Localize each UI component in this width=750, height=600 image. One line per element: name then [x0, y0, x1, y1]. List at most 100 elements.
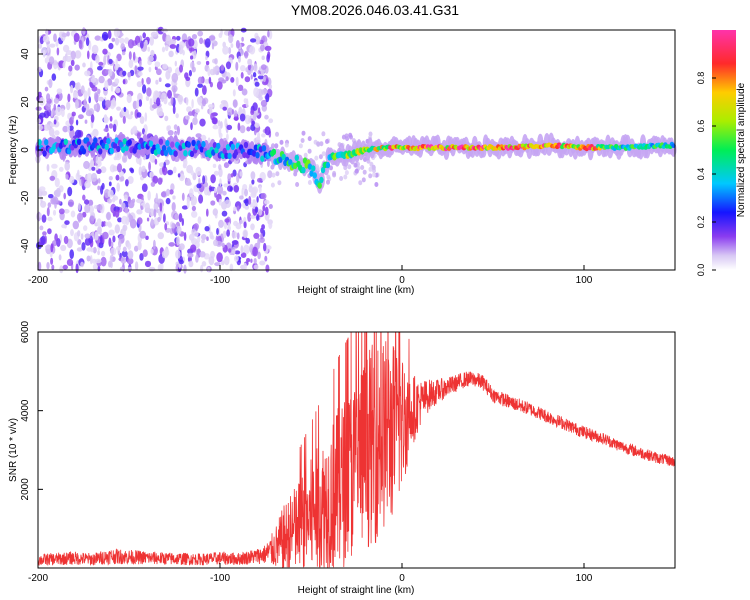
spectrogram-noise-speckle — [126, 257, 134, 265]
spectrogram-noise-speckle — [316, 141, 321, 147]
spectrogram-noise-speckle — [38, 124, 43, 131]
spectrogram-ridge-mark — [98, 148, 103, 155]
spectrogram-noise-speckle — [198, 194, 204, 204]
spectrogram-noise-speckle — [244, 204, 250, 210]
spectrogram-noise-speckle — [260, 192, 267, 200]
spectrogram-noise-speckle — [247, 69, 252, 76]
snr-x-tick-label: -200 — [28, 573, 48, 584]
spectrogram-noise-speckle — [56, 47, 60, 56]
spectrogram-noise-speckle — [246, 258, 251, 263]
spectrogram-noise-speckle — [262, 75, 267, 83]
spectrogram-ridge-mark — [243, 141, 249, 149]
spectrogram-noise-speckle — [257, 75, 264, 80]
spectrogram-noise-speckle — [229, 186, 233, 192]
spectrogram-noise-speckle — [268, 204, 273, 209]
spectrogram-noise-speckle — [162, 63, 168, 70]
spectrogram-noise-speckle — [81, 176, 84, 187]
spectrogram-noise-speckle — [162, 166, 165, 173]
spectrogram-noise-speckle — [84, 237, 91, 246]
spectrogram-noise-speckle — [106, 211, 111, 221]
spectrogram-noise-speckle — [219, 178, 222, 187]
spectrogram-noise-speckle — [301, 130, 306, 136]
spectrogram-noise-speckle — [153, 239, 156, 250]
spectrogram-noise-speckle — [253, 87, 259, 97]
spectrogram-ridge-mark — [319, 176, 324, 184]
spectrogram-noise-speckle — [53, 59, 58, 70]
spectrogram-noise-speckle — [362, 169, 367, 175]
spectrogram-noise-speckle — [253, 63, 258, 73]
spectrogram-noise-speckle — [120, 202, 126, 210]
spectrogram-noise-speckle — [274, 143, 279, 149]
spectrogram-noise-speckle — [105, 221, 108, 227]
spectrogram-noise-speckle — [250, 38, 257, 43]
spectrogram-ridge-mark — [302, 157, 308, 164]
spectrogram-noise-speckle — [60, 244, 67, 252]
spectrogram-noise-speckle — [115, 57, 118, 67]
spectrogram-noise-speckle — [187, 252, 194, 258]
spectrogram-ridge-mark — [116, 145, 121, 153]
spectrogram-ridge-mark — [148, 140, 154, 147]
spectrogram-noise-speckle — [268, 84, 273, 90]
spectrogram-y-tick-label: 0 — [20, 147, 31, 153]
spectrogram-noise-speckle — [75, 263, 79, 274]
spectrogram-noise-speckle — [233, 185, 240, 193]
spectrogram-noise-speckle — [343, 174, 348, 180]
spectrogram-noise-speckle — [123, 194, 128, 200]
spectrogram-noise-speckle — [120, 43, 125, 50]
spectrogram-noise-speckle — [368, 173, 373, 179]
spectrogram-noise-speckle — [213, 188, 217, 194]
spectrogram-noise-speckle — [253, 258, 257, 265]
spectrogram-noise-speckle — [239, 113, 246, 122]
spectrogram-noise-speckle — [279, 139, 284, 145]
spectrogram-noise-speckle — [114, 78, 120, 85]
spectrogram-noise-speckle — [258, 95, 263, 101]
spectrogram-ridge-mark — [253, 144, 259, 151]
spectrogram-noise-speckle — [145, 235, 149, 240]
spectrogram-noise-speckle — [94, 35, 102, 41]
spectrogram-noise-speckle — [208, 35, 216, 41]
spectrogram-noise-speckle — [91, 86, 98, 92]
spectrogram-noise-speckle — [74, 82, 79, 90]
spectrogram-noise-speckle — [167, 130, 174, 136]
spectrogram-noise-speckle — [83, 225, 88, 232]
spectrogram-noise-speckle — [218, 132, 223, 139]
spectrogram-noise-speckle — [50, 110, 54, 117]
spectrogram-noise-speckle — [169, 189, 174, 195]
spectrogram-noise-speckle — [172, 195, 176, 200]
spectrogram-noise-speckle — [179, 243, 185, 251]
spectrogram-noise-speckle — [186, 198, 190, 209]
spectrogram-noise-speckle — [250, 171, 256, 180]
spectrogram-noise-speckle — [90, 159, 94, 167]
spectrogram-noise-speckle — [137, 66, 144, 71]
spectrogram-noise-speckle — [113, 156, 118, 161]
spectrogram-noise-speckle — [47, 228, 52, 235]
spectrogram-noise-speckle — [191, 210, 198, 218]
spectrogram-noise-speckle — [52, 209, 57, 216]
spectrogram-ridge-mark — [114, 137, 119, 144]
spectrogram-noise-speckle — [307, 136, 312, 142]
spectrogram-noise-speckle — [89, 255, 93, 265]
spectrogram-noise-speckle — [148, 266, 156, 272]
spectrogram-noise-speckle — [188, 47, 196, 52]
spectrogram-x-tick-label: 100 — [576, 275, 593, 286]
spectrogram-noise-speckle — [127, 250, 134, 260]
spectrogram-ridge-mark — [212, 142, 218, 149]
spectrogram-noise-speckle — [124, 37, 130, 44]
spectrogram-noise-speckle — [164, 83, 171, 88]
spectrogram-noise-speckle — [154, 61, 161, 68]
spectrogram-noise-speckle — [159, 202, 163, 212]
spectrogram-noise-speckle — [195, 254, 199, 263]
spectrogram-noise-speckle — [173, 124, 178, 130]
spectrogram-noise-speckle — [206, 236, 209, 241]
spectrogram-noise-speckle — [176, 236, 180, 246]
spectrogram-noise-speckle — [188, 38, 195, 47]
spectrogram-noise-speckle — [217, 120, 221, 127]
spectrogram-noise-speckle — [360, 165, 365, 170]
spectrogram-noise-speckle — [300, 138, 305, 143]
spectrogram-noise-speckle — [223, 183, 228, 188]
spectrogram-noise-speckle — [241, 187, 244, 198]
spectrogram-noise-speckle — [139, 60, 142, 67]
spectrogram-ridge-mark — [312, 172, 317, 179]
spectrogram-noise-speckle — [126, 93, 132, 104]
spectrogram-ridge-mark — [119, 141, 124, 149]
